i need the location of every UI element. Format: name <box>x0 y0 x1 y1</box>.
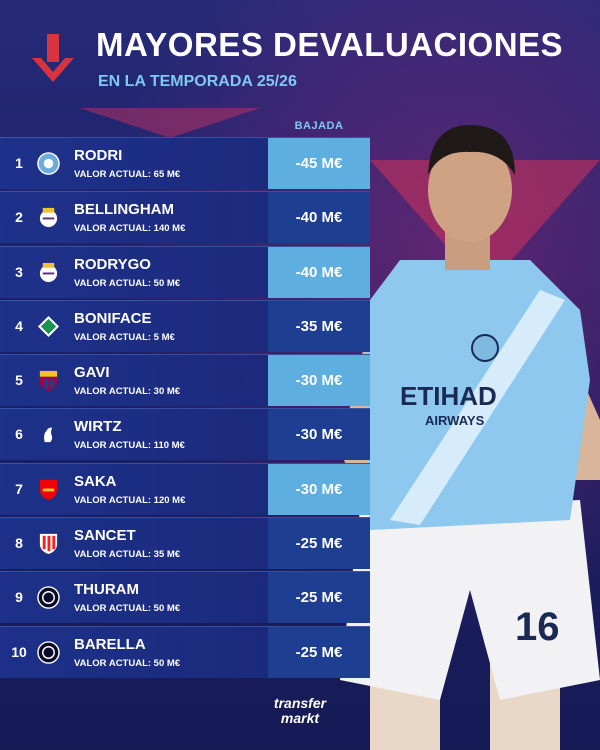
rank-number: 3 <box>15 263 23 280</box>
current-value: VALOR ACTUAL: 30 M€ <box>74 386 181 398</box>
value-drop: -25 M€ <box>268 518 370 570</box>
table-row: 9 THURAM VALOR ACTUAL: 50 M€ -25 M€ <box>0 571 370 624</box>
value-drop: -30 M€ <box>268 463 370 515</box>
svg-text:16: 16 <box>515 605 560 649</box>
page-subtitle: EN LA TEMPORADA 25/26 <box>98 73 297 90</box>
rank-number: 2 <box>15 209 23 226</box>
current-value: VALOR ACTUAL: 50 M€ <box>74 657 181 669</box>
athletic-bilbao-crest-icon <box>39 533 58 555</box>
player-name: WIRTZ <box>74 418 122 436</box>
rank-number: 1 <box>15 155 23 171</box>
rank-number: 9 <box>15 589 23 606</box>
page-title: MAYORES DEVALUACIONES <box>96 26 564 63</box>
table-row: 3 RODRYGO VALOR ACTUAL: 50 M€ -40 M€ <box>0 245 370 298</box>
value-drop: -40 M€ <box>268 192 370 244</box>
current-value: VALOR ACTUAL: 120 M€ <box>74 494 186 506</box>
value-drop: -30 M€ <box>268 409 370 461</box>
player-name: BARELLA <box>74 635 146 653</box>
table-row: 1 RODRI VALOR ACTUAL: 65 M€ -45 M€ <box>0 137 370 189</box>
liverpool-crest-icon <box>44 428 53 443</box>
value-drop: -40 M€ <box>268 246 370 298</box>
real-madrid-crest-icon <box>39 208 58 228</box>
svg-text:AIRWAYS: AIRWAYS <box>425 413 485 428</box>
current-value: VALOR ACTUAL: 140 M€ <box>74 223 186 235</box>
current-value: VALOR ACTUAL: 50 M€ <box>74 603 181 615</box>
devaluation-table: 1 RODRI VALOR ACTUAL: 65 M€ -45 M€ 2 BEL… <box>0 137 370 680</box>
current-value: VALOR ACTUAL: 65 M€ <box>74 169 181 180</box>
current-value: VALOR ACTUAL: 5 M€ <box>74 331 175 343</box>
table-row: 10 BARELLA VALOR ACTUAL: 50 M€ -25 M€ <box>0 625 370 678</box>
rank-number: 10 <box>11 643 27 660</box>
current-value: VALOR ACTUAL: 110 M€ <box>74 440 185 452</box>
value-drop: -35 M€ <box>268 300 370 352</box>
rank-number: 5 <box>15 372 23 389</box>
svg-text:ETIHAD: ETIHAD <box>400 381 497 411</box>
player-name: BONIFACE <box>74 309 152 327</box>
value-drop: -30 M€ <box>268 355 370 407</box>
player-name: SANCET <box>74 527 136 545</box>
table-row: 6 WIRTZ VALOR ACTUAL: 110 M€ -30 M€ <box>0 408 370 461</box>
value-drop: -25 M€ <box>268 572 370 624</box>
logo-line-1: transfer <box>273 695 327 711</box>
manchester-city-crest-icon <box>37 152 60 175</box>
real-madrid-crest-icon <box>39 262 58 282</box>
current-value: VALOR ACTUAL: 50 M€ <box>74 277 181 289</box>
table-row: 8 SANCET VALOR ACTUAL: 35 M€ -25 M€ <box>0 517 370 570</box>
background-triangle-small <box>80 108 260 138</box>
table-row: 2 BELLINGHAM VALOR ACTUAL: 140 M€ -40 M€ <box>0 191 370 244</box>
rank-number: 6 <box>15 426 23 443</box>
table-row: 5 GAVI VALOR ACTUAL: 30 M€ -30 M€ <box>0 354 370 407</box>
player-name: RODRI <box>74 147 123 164</box>
logo-line-2: markt <box>280 710 320 726</box>
value-drop: -45 M€ <box>268 138 370 189</box>
table-row: 4 BONIFACE VALOR ACTUAL: 5 M€ -35 M€ <box>0 299 370 352</box>
player-name: RODRYGO <box>74 255 151 273</box>
player-name: THURAM <box>74 581 139 599</box>
down-arrow-icon <box>32 34 74 82</box>
inter-crest-icon <box>37 586 60 610</box>
player-photo: 16 ETIHAD AIRWAYS <box>340 125 600 750</box>
arsenal-crest-icon <box>39 479 58 500</box>
table-row: 7 SAKA VALOR ACTUAL: 120 M€ -30 M€ <box>0 462 370 515</box>
rank-number: 7 <box>15 480 23 497</box>
inter-crest-icon <box>37 640 60 664</box>
value-drop: -25 M€ <box>268 626 370 678</box>
rank-number: 4 <box>15 317 23 334</box>
transfermarkt-logo: transfer markt <box>258 694 342 728</box>
player-name: SAKA <box>74 472 117 490</box>
column-header-drop: BAJADA <box>294 120 344 132</box>
barcelona-crest-icon <box>39 371 58 392</box>
current-value: VALOR ACTUAL: 35 M€ <box>74 549 181 561</box>
player-name: BELLINGHAM <box>74 201 174 219</box>
rank-number: 8 <box>15 535 23 552</box>
player-name: GAVI <box>74 364 110 382</box>
werder-bremen-crest-icon <box>37 315 60 337</box>
